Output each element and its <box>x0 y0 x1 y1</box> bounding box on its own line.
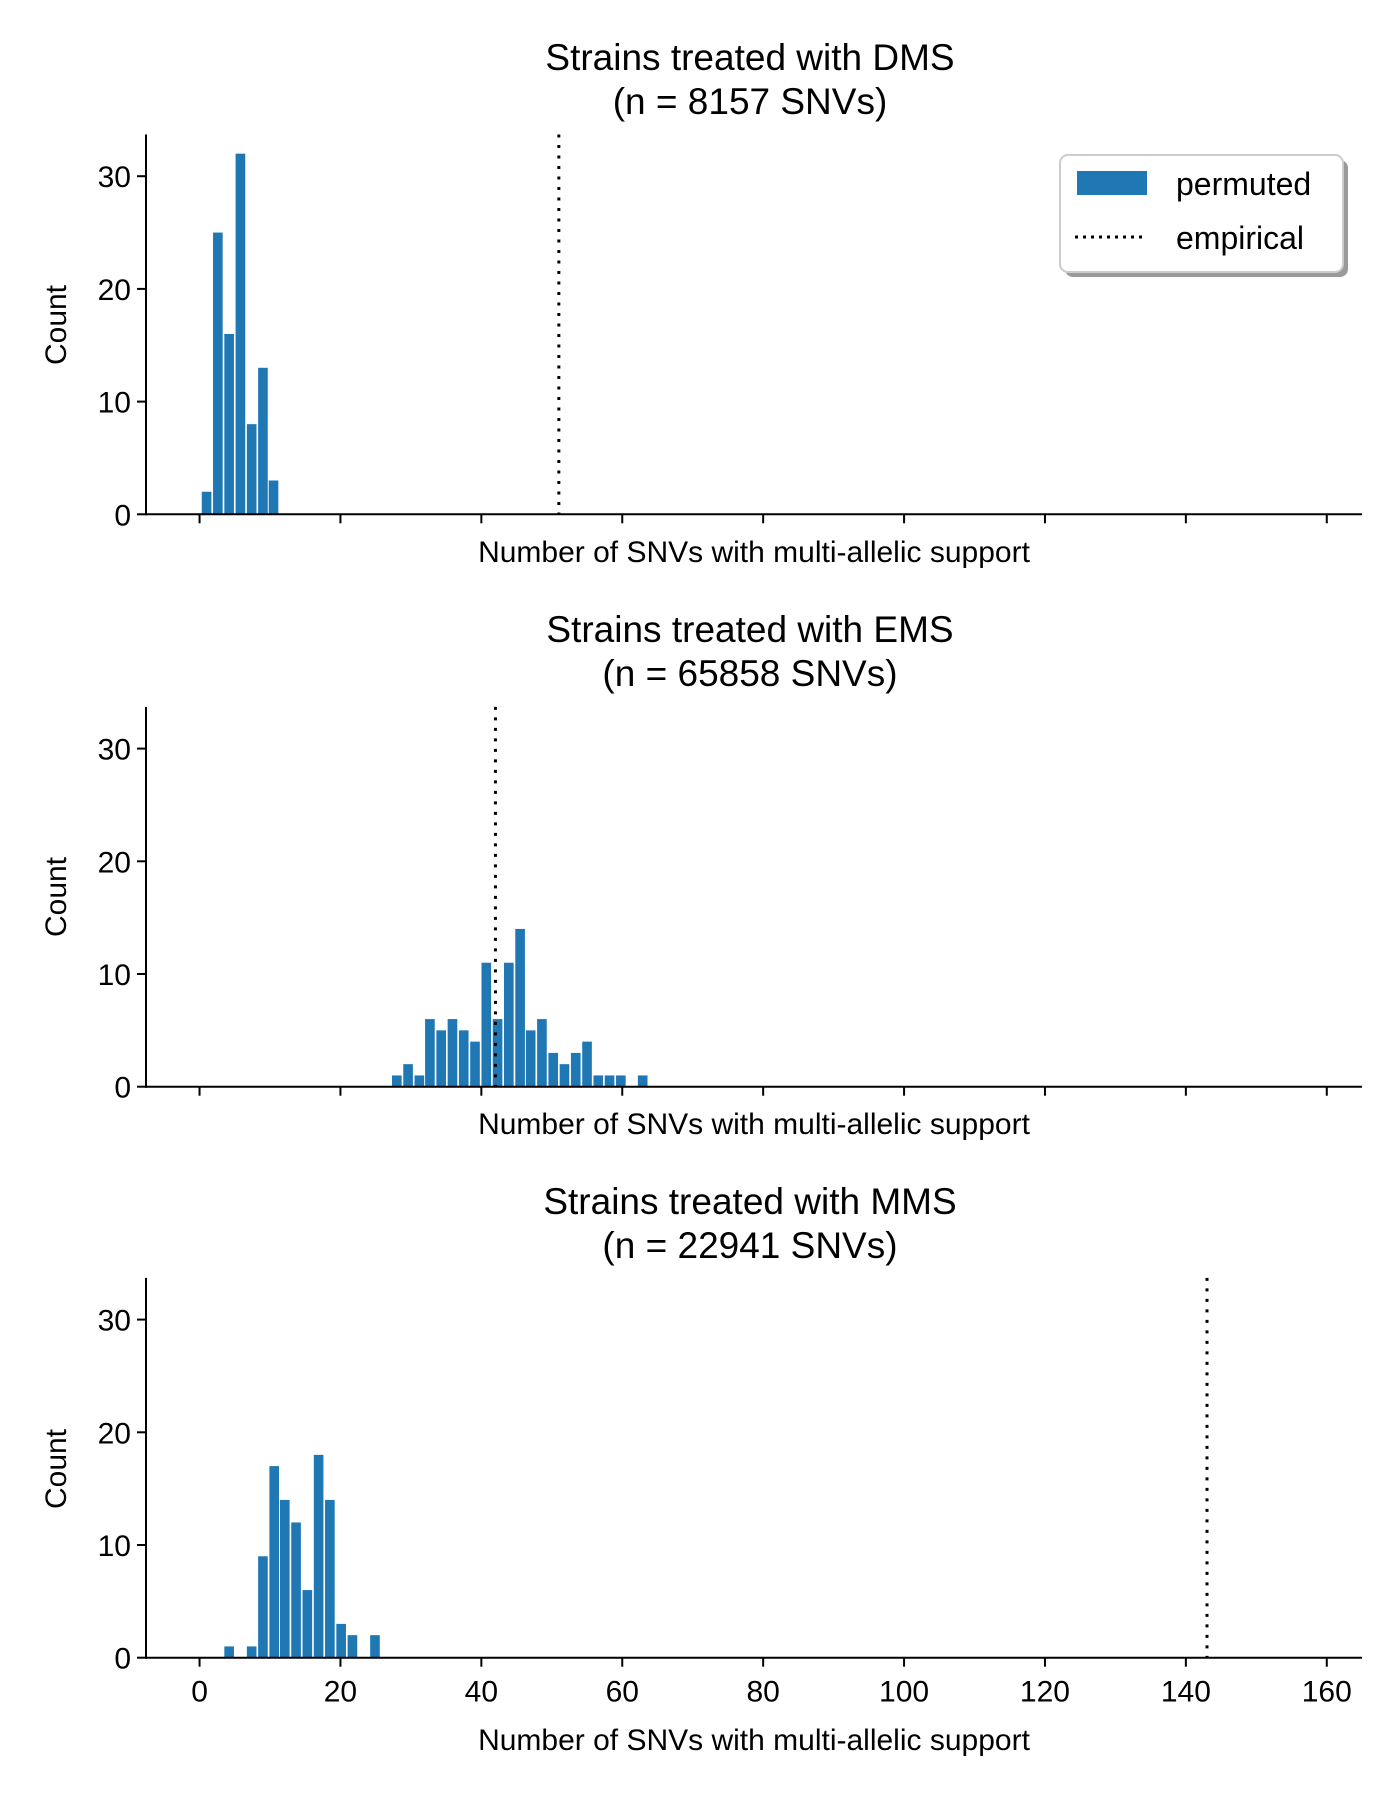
bar: 1: 2 <box>201 491 212 515</box>
bar: 37.5: 5 <box>458 1030 469 1087</box>
x-tick-label: 120 <box>1020 1676 1070 1709</box>
y-tick-label: 0 <box>114 1072 131 1105</box>
y-tick-label: 10 <box>98 387 131 420</box>
y-tick-label: 0 <box>114 499 131 532</box>
bar: 13.7: 12 <box>291 1522 301 1658</box>
bar: 35.9: 6 <box>447 1019 458 1087</box>
bar: 7.4: 1 <box>246 1646 257 1658</box>
bar: 56.6: 1 <box>593 1075 604 1087</box>
x-tick-label: 80 <box>746 1676 779 1709</box>
bar: 28: 1 <box>391 1075 402 1087</box>
y-ticks: 0 10 20 30 <box>98 1305 146 1676</box>
x-axis-label: Number of SNVs with multi-allelic suppor… <box>478 536 1031 569</box>
x-tick-label: 20 <box>324 1676 357 1709</box>
panel-subtitle: (n = 22941 SNVs) <box>602 1225 897 1266</box>
bars: 4.2: 1 7.4: 19: 910.6: 1712.1: 1413.7: 12… <box>224 1454 380 1658</box>
bar: 2.6: 25 <box>213 232 223 515</box>
bar: 7.4: 8 <box>246 424 257 515</box>
x-tick-label: 100 <box>879 1676 929 1709</box>
y-tick-label: 20 <box>98 274 131 307</box>
axis-spines <box>145 134 1362 516</box>
bar: 50.2: 3 <box>548 1052 559 1087</box>
y-tick-label: 30 <box>98 161 131 194</box>
y-tick-label: 10 <box>98 1530 131 1563</box>
legend-permuted-swatch <box>1077 171 1147 195</box>
bar: 21.7: 2 <box>347 1635 358 1658</box>
y-tick-label: 10 <box>98 959 131 992</box>
bar: 18.5: 14 <box>325 1499 335 1658</box>
panel-ems: Strains treated with EMS (n = 65858 SNVs… <box>40 609 1362 1141</box>
bar: 51.8: 2 <box>559 1064 570 1087</box>
bar: 43.9: 11 <box>504 962 514 1087</box>
bar: 59.8: 1 <box>616 1075 626 1087</box>
bar: 10.5: 3 <box>268 480 279 515</box>
bars: 1: 22.6: 254.2: 165.8: 327.4: 89: 1310.5… <box>201 153 279 515</box>
bar: 16.9: 18 <box>313 1454 324 1658</box>
bar: 34.3: 5 <box>436 1030 447 1087</box>
panel-title: Strains treated with EMS <box>546 609 953 650</box>
bar: 24.9: 2 <box>370 1635 380 1658</box>
bar: 53.4: 3 <box>570 1052 581 1087</box>
panel-dms: Strains treated with DMS (n = 8157 SNVs)… <box>40 37 1362 569</box>
bar: 42.3: 6 <box>492 1019 503 1087</box>
bar: 12.1: 14 <box>279 1499 290 1658</box>
bars: 28: 129.6: 231.2: 132.7: 634.3: 535.9: 6… <box>391 928 648 1087</box>
x-ticks <box>198 514 1328 524</box>
bar: 47: 5 <box>525 1030 536 1087</box>
x-ticks <box>198 1086 1328 1096</box>
bar: 40.7: 11 <box>481 962 492 1087</box>
bar: 9: 13 <box>258 367 268 515</box>
y-tick-label: 20 <box>98 846 131 879</box>
y-ticks: 0 10 20 30 <box>98 161 146 532</box>
x-axis-label: Number of SNVs with multi-allelic suppor… <box>478 1108 1031 1141</box>
legend-label-empirical: empirical <box>1176 220 1304 256</box>
bar: 4.2: 1 <box>224 1646 234 1658</box>
panel-mms: Strains treated with MMS (n = 22941 SNVs… <box>40 1181 1362 1757</box>
panel-title: Strains treated with DMS <box>545 37 954 78</box>
bar: 5.8: 32 <box>235 153 246 515</box>
bar: 15.3: 6 <box>302 1590 313 1658</box>
x-tick-label: 40 <box>465 1676 498 1709</box>
bar: 55: 4 <box>582 1041 592 1087</box>
panel-subtitle: (n = 8157 SNVs) <box>613 81 888 122</box>
x-ticks: 0 20 40 60 80 100 120 140 160 <box>191 1657 1352 1709</box>
bar: 4.2: 16 <box>224 333 234 515</box>
bar: 29.6: 2 <box>403 1064 413 1087</box>
x-tick-label: 160 <box>1302 1676 1352 1709</box>
y-axis-label: Count <box>40 1428 73 1509</box>
x-tick-label: 60 <box>606 1676 639 1709</box>
y-tick-label: 20 <box>98 1417 131 1450</box>
x-tick-label: 0 <box>191 1676 208 1709</box>
panel-title: Strains treated with MMS <box>543 1181 956 1222</box>
bar: 62.9: 1 <box>637 1075 648 1087</box>
bar: 20.1: 3 <box>336 1623 346 1658</box>
bar: 58.2: 1 <box>604 1075 615 1087</box>
y-ticks: 0 10 20 30 <box>98 734 146 1105</box>
y-tick-label: 0 <box>114 1643 131 1676</box>
bar: 32.7: 6 <box>425 1019 435 1087</box>
y-axis-label: Count <box>40 856 73 937</box>
axis-spines <box>145 1277 1362 1659</box>
bar: 31.2: 1 <box>414 1075 425 1087</box>
y-tick-label: 30 <box>98 1305 131 1338</box>
legend: permuted empirical <box>1059 154 1348 277</box>
bar: 48.6: 6 <box>537 1019 547 1087</box>
y-axis-label: Count <box>40 284 73 365</box>
x-tick-label: 140 <box>1161 1676 1211 1709</box>
x-axis-label: Number of SNVs with multi-allelic suppor… <box>478 1724 1031 1757</box>
panel-subtitle: (n = 65858 SNVs) <box>602 653 897 694</box>
axis-spines <box>145 706 1362 1088</box>
bar: 39.1: 4 <box>470 1041 480 1087</box>
bar: 9: 9 <box>258 1556 268 1658</box>
y-tick-label: 30 <box>98 734 131 767</box>
bar: 45.5: 14 <box>515 928 525 1087</box>
bar: 10.6: 17 <box>269 1466 280 1658</box>
legend-label-permuted: permuted <box>1176 166 1311 202</box>
